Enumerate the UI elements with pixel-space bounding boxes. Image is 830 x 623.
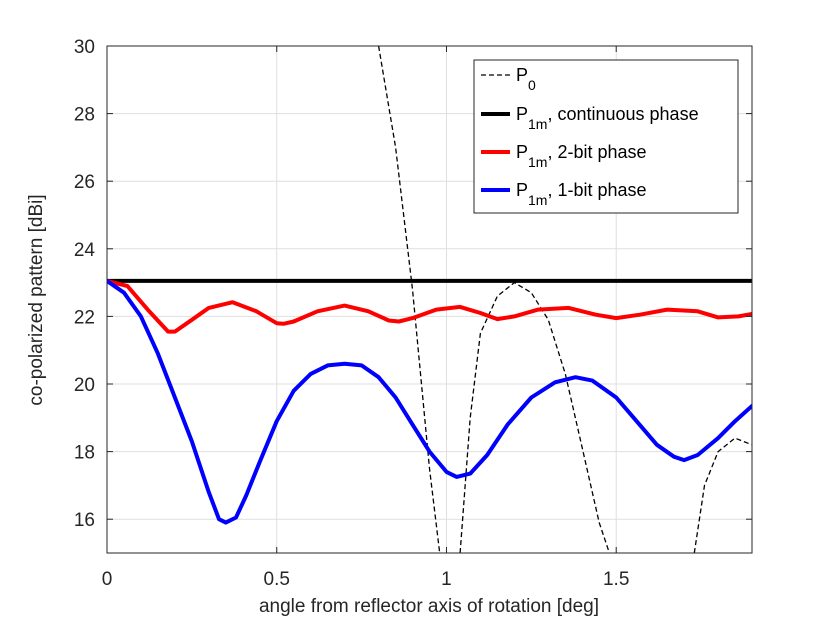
legend-label-subscript: 1m <box>528 192 547 208</box>
legend-label-rest: , 1-bit phase <box>547 180 646 200</box>
legend-label-base: P <box>516 142 528 162</box>
series-2 <box>107 278 752 334</box>
legend-label-base: P <box>516 180 528 200</box>
tick-labels: 0 0.5 1 1.5 16 18 20 22 24 26 28 30 <box>74 37 630 590</box>
x-tick-label: 1.5 <box>603 569 629 590</box>
legend-label-base: P <box>516 65 528 85</box>
legend-label: P1m, 1-bit phase <box>516 180 647 208</box>
x-axis-label: angle from reflector axis of rotation [d… <box>259 596 599 617</box>
y-tick-label: 16 <box>74 510 95 531</box>
series-line <box>377 46 441 553</box>
y-tick-label: 28 <box>74 105 95 126</box>
series-line <box>693 437 752 553</box>
y-axis-label: co-polarized pattern [dBi] <box>26 194 47 405</box>
x-tick-label: 0 <box>102 569 113 590</box>
legend-label-rest: , 2-bit phase <box>547 142 646 162</box>
plot-frame <box>106 45 753 554</box>
y-tick-label: 24 <box>74 240 96 261</box>
legend-label: P1m, continuous phase <box>516 104 699 132</box>
series-line <box>107 278 752 525</box>
legend-label-rest: , continuous phase <box>547 104 698 124</box>
axis-ticks <box>106 45 752 553</box>
y-tick-label: 30 <box>74 37 95 58</box>
series-3 <box>107 278 752 525</box>
y-tick-label: 22 <box>74 307 95 328</box>
legend-label-subscript: 1m <box>528 154 547 170</box>
legend-label-base: P <box>516 104 528 124</box>
series-line <box>459 281 611 553</box>
series-group <box>107 46 752 553</box>
legend-label: P0 <box>516 65 536 93</box>
legend-label-subscript: 0 <box>528 77 536 93</box>
series-line <box>107 278 752 334</box>
legend-label: P1m, 2-bit phase <box>516 142 647 170</box>
x-tick-label: 1 <box>441 569 452 590</box>
y-tick-label: 26 <box>74 172 95 193</box>
y-tick-label: 20 <box>74 375 95 396</box>
legend-box <box>473 59 739 214</box>
legend-label-subscript: 1m <box>528 116 547 132</box>
x-tick-label: 0.5 <box>264 569 290 590</box>
series-0 <box>377 46 752 553</box>
y-tick-label: 18 <box>74 443 95 464</box>
